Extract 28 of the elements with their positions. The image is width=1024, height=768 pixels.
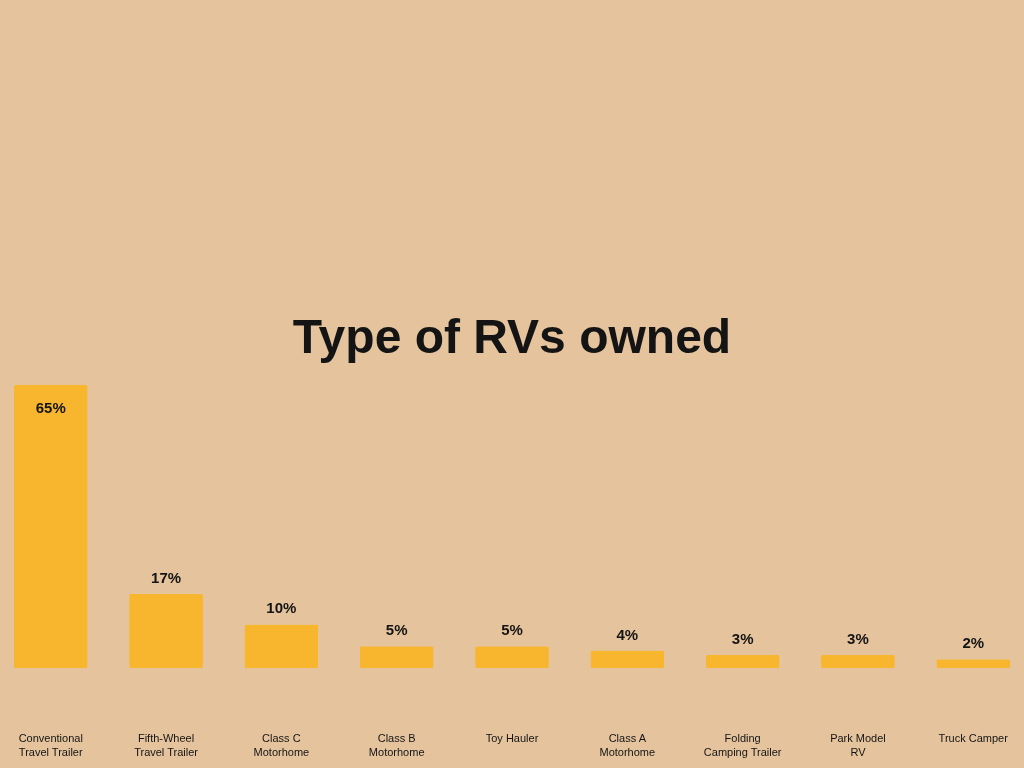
chart-title: Type of RVs owned [292, 310, 732, 363]
data-label: 5% [501, 621, 523, 639]
bar [821, 654, 895, 668]
bar [475, 646, 549, 668]
bar [590, 650, 665, 668]
x-tick-label: Toy Hauler [485, 731, 539, 744]
data-label: 3% [731, 629, 754, 647]
bar [359, 646, 434, 668]
x-tick-label: Class A Motorhome [599, 731, 656, 758]
bar [936, 659, 1011, 668]
data-label: 4% [616, 625, 639, 643]
data-label: 2% [962, 634, 985, 652]
data-label: 10% [266, 599, 297, 617]
x-tick-label: Folding Camping Trailer [703, 731, 782, 758]
data-label: 65% [35, 399, 66, 416]
data-label: 5% [385, 621, 408, 639]
x-tick-label: Class B Motorhome [368, 731, 425, 758]
bar [129, 593, 203, 668]
bar [13, 385, 88, 668]
x-tick-label: Class C Motorhome [253, 731, 310, 758]
bar [244, 624, 319, 668]
x-tick-label: Truck Camper [938, 731, 1009, 744]
bar [705, 654, 780, 668]
x-tick-label: Fifth-Wheel Travel Trailer [134, 731, 199, 758]
data-label: 17% [151, 568, 182, 586]
data-label: 3% [847, 629, 869, 647]
x-tick-label: Park Model RV [830, 731, 886, 758]
x-tick-label: Conventional Travel Trailer [18, 731, 83, 758]
